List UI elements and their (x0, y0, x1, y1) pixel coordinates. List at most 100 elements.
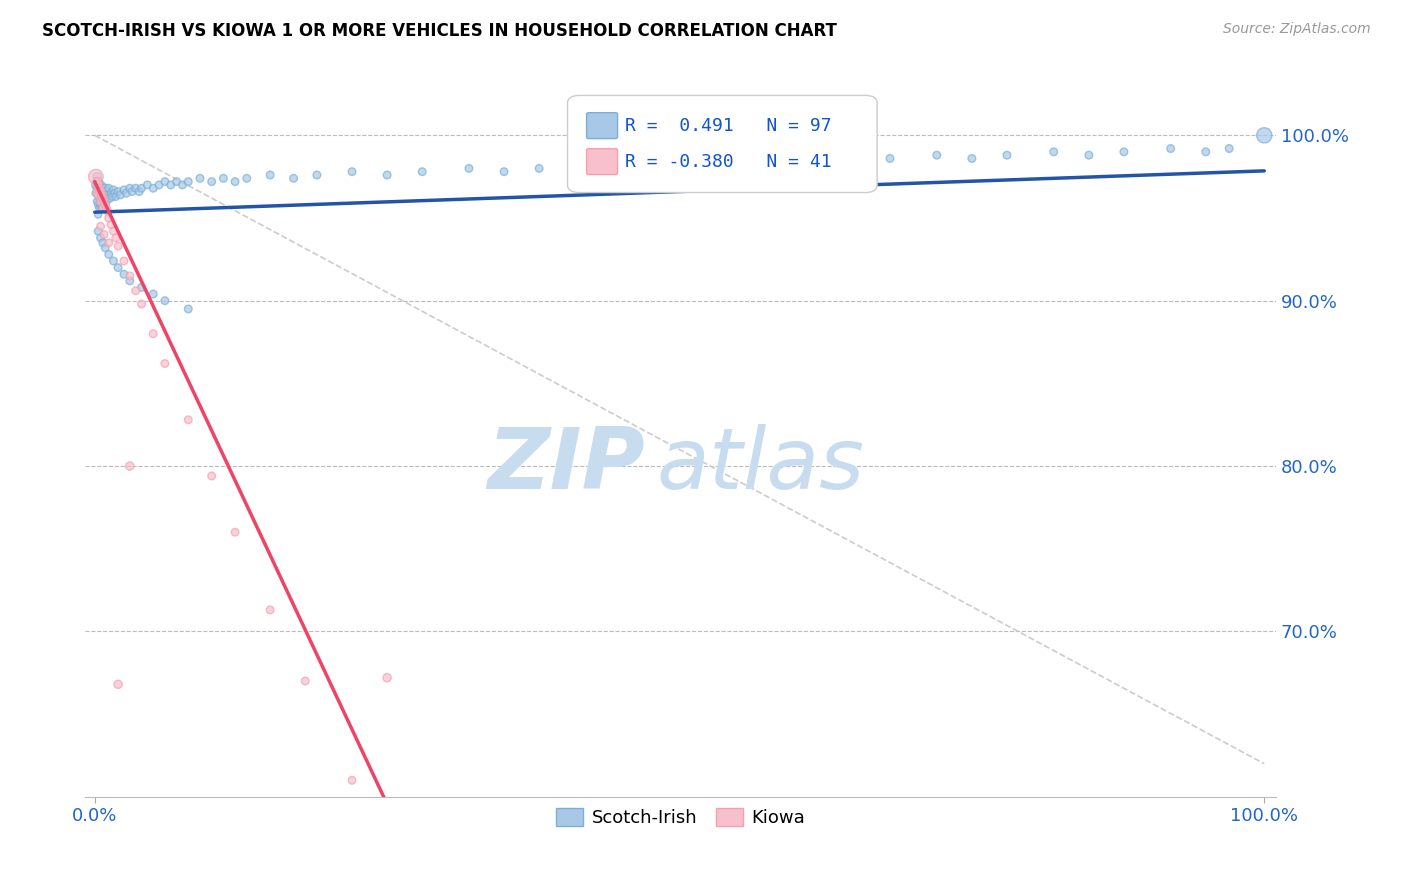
Point (89, 191, 111, 205)
Point (87, 175, 110, 189)
Point (153, 293, 176, 308)
Point (103, 224, 125, 238)
Point (96, 194, 118, 209)
Point (340, 164, 363, 178)
Point (97, 235, 120, 250)
Point (188, 171, 211, 186)
Point (136, 178, 159, 192)
Point (90, 219, 112, 234)
Point (89, 201, 111, 215)
Point (118, 268, 141, 283)
Point (172, 178, 194, 192)
Point (90, 231, 112, 245)
Point (103, 254, 125, 268)
Point (131, 297, 153, 311)
Point (692, 154, 714, 169)
Point (86, 185, 108, 199)
Point (97, 247, 120, 261)
Point (118, 274, 141, 288)
Text: Source: ZipAtlas.com: Source: ZipAtlas.com (1223, 22, 1371, 37)
Point (131, 280, 153, 294)
Point (86, 169, 108, 184)
Point (610, 161, 633, 176)
Point (100, 186, 122, 201)
Point (86, 175, 108, 189)
Point (201, 175, 224, 189)
Point (142, 287, 165, 301)
Point (103, 183, 125, 197)
Point (118, 458, 141, 473)
Point (97, 211, 120, 225)
Point (124, 284, 146, 298)
Point (87, 224, 110, 238)
Point (93, 185, 115, 199)
Point (90, 194, 112, 209)
Point (94, 181, 117, 195)
Point (86, 194, 108, 209)
Point (97, 204, 120, 219)
Point (90, 185, 112, 199)
Point (87, 187, 110, 202)
Point (148, 178, 170, 192)
Point (177, 301, 200, 316)
Point (89, 181, 111, 195)
Point (1112, 145, 1135, 159)
Point (112, 267, 135, 281)
FancyBboxPatch shape (586, 149, 617, 175)
Point (86, 181, 108, 195)
Point (87, 185, 110, 199)
Point (112, 183, 135, 197)
Point (115, 186, 138, 201)
Point (177, 413, 200, 427)
Point (124, 181, 146, 195)
Point (153, 175, 176, 189)
Point (90, 187, 112, 202)
Point (87, 198, 110, 212)
Point (90, 187, 112, 202)
Point (89, 181, 111, 195)
Point (142, 181, 165, 195)
Point (879, 152, 901, 166)
Point (177, 175, 200, 189)
Point (91, 201, 114, 215)
Point (84, 169, 107, 184)
Point (96, 201, 118, 215)
Point (762, 154, 785, 169)
Point (645, 158, 668, 172)
Point (294, 673, 316, 688)
Point (100, 218, 122, 232)
Point (94, 198, 117, 212)
Point (527, 161, 550, 176)
Point (128, 185, 150, 199)
Point (110, 187, 132, 202)
Point (153, 357, 176, 371)
Point (1218, 142, 1240, 156)
Point (212, 171, 235, 186)
Legend: Scotch-Irish, Kiowa: Scotch-Irish, Kiowa (548, 801, 813, 835)
Point (91, 201, 114, 215)
Point (1195, 145, 1218, 159)
Point (107, 239, 129, 253)
Point (236, 171, 259, 186)
Point (104, 189, 127, 203)
Point (90, 181, 112, 195)
Point (1160, 142, 1182, 156)
Point (808, 152, 831, 166)
Text: SCOTCH-IRISH VS KIOWA 1 OR MORE VEHICLES IN HOUSEHOLD CORRELATION CHART: SCOTCH-IRISH VS KIOWA 1 OR MORE VEHICLES… (42, 22, 837, 40)
Point (201, 469, 224, 483)
Point (98, 191, 121, 205)
Text: R =  0.491   N = 97: R = 0.491 N = 97 (624, 117, 831, 135)
Point (1042, 145, 1064, 159)
Point (259, 603, 281, 617)
Text: ZIP: ZIP (488, 425, 645, 508)
Point (91, 235, 114, 250)
Point (375, 168, 398, 182)
Point (131, 181, 153, 195)
Point (90, 191, 112, 205)
Point (727, 158, 749, 172)
Point (104, 186, 127, 201)
Point (93, 194, 115, 209)
Text: atlas: atlas (657, 425, 865, 508)
Point (305, 168, 328, 182)
Point (1253, 128, 1275, 143)
